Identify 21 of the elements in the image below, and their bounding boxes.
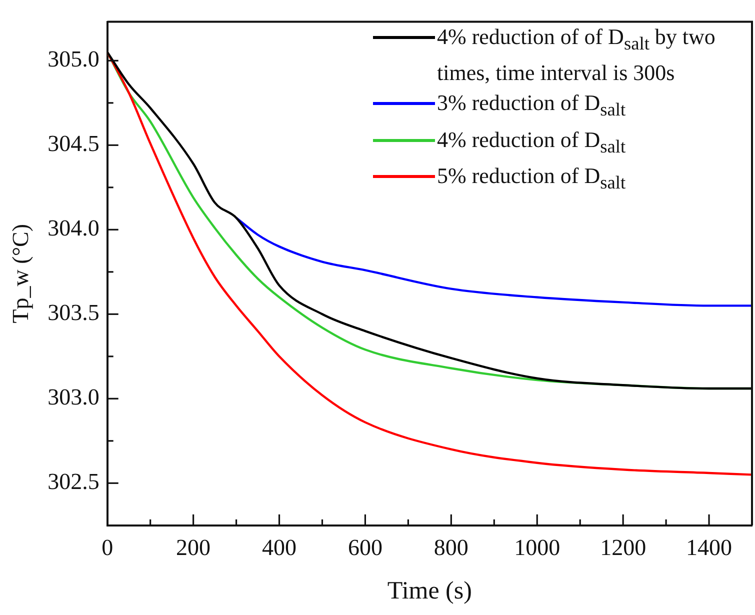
legend-label: 4% reduction of of D$_{salt}$ by two times, time interval is 300s bbox=[437, 23, 716, 88]
x-tick-label: 800 bbox=[434, 535, 468, 560]
y-tick-label: 305.0 bbox=[48, 46, 100, 72]
x-tick-label: 0 bbox=[102, 535, 114, 560]
legend-label: 5% reduction of D$_{salt}$ bbox=[437, 162, 627, 195]
x-tick-label: 400 bbox=[262, 535, 297, 560]
x-tick-label: 600 bbox=[348, 535, 382, 560]
x-tick-label: 1200 bbox=[600, 535, 646, 560]
y-tick-label: 304.0 bbox=[48, 216, 100, 241]
y-axis-title: Tp_w (°C) bbox=[8, 224, 33, 324]
x-tick-label: 200 bbox=[176, 535, 211, 560]
legend-label: 4% reduction of D$_{salt}$ bbox=[437, 126, 627, 158]
y-tick-label: 303.0 bbox=[48, 384, 100, 410]
legend-label: 3% reduction of D$_{salt}$ bbox=[437, 89, 627, 122]
x-tick-label: 1000 bbox=[514, 535, 560, 560]
y-tick-label: 304.5 bbox=[48, 131, 100, 156]
line-series bbox=[235, 216, 752, 307]
x-tick-label: 1400 bbox=[686, 535, 732, 560]
y-tick-label: 303.5 bbox=[48, 300, 100, 326]
x-axis-title: Time (s) bbox=[387, 578, 472, 605]
y-tick-label: 302.5 bbox=[48, 469, 100, 494]
